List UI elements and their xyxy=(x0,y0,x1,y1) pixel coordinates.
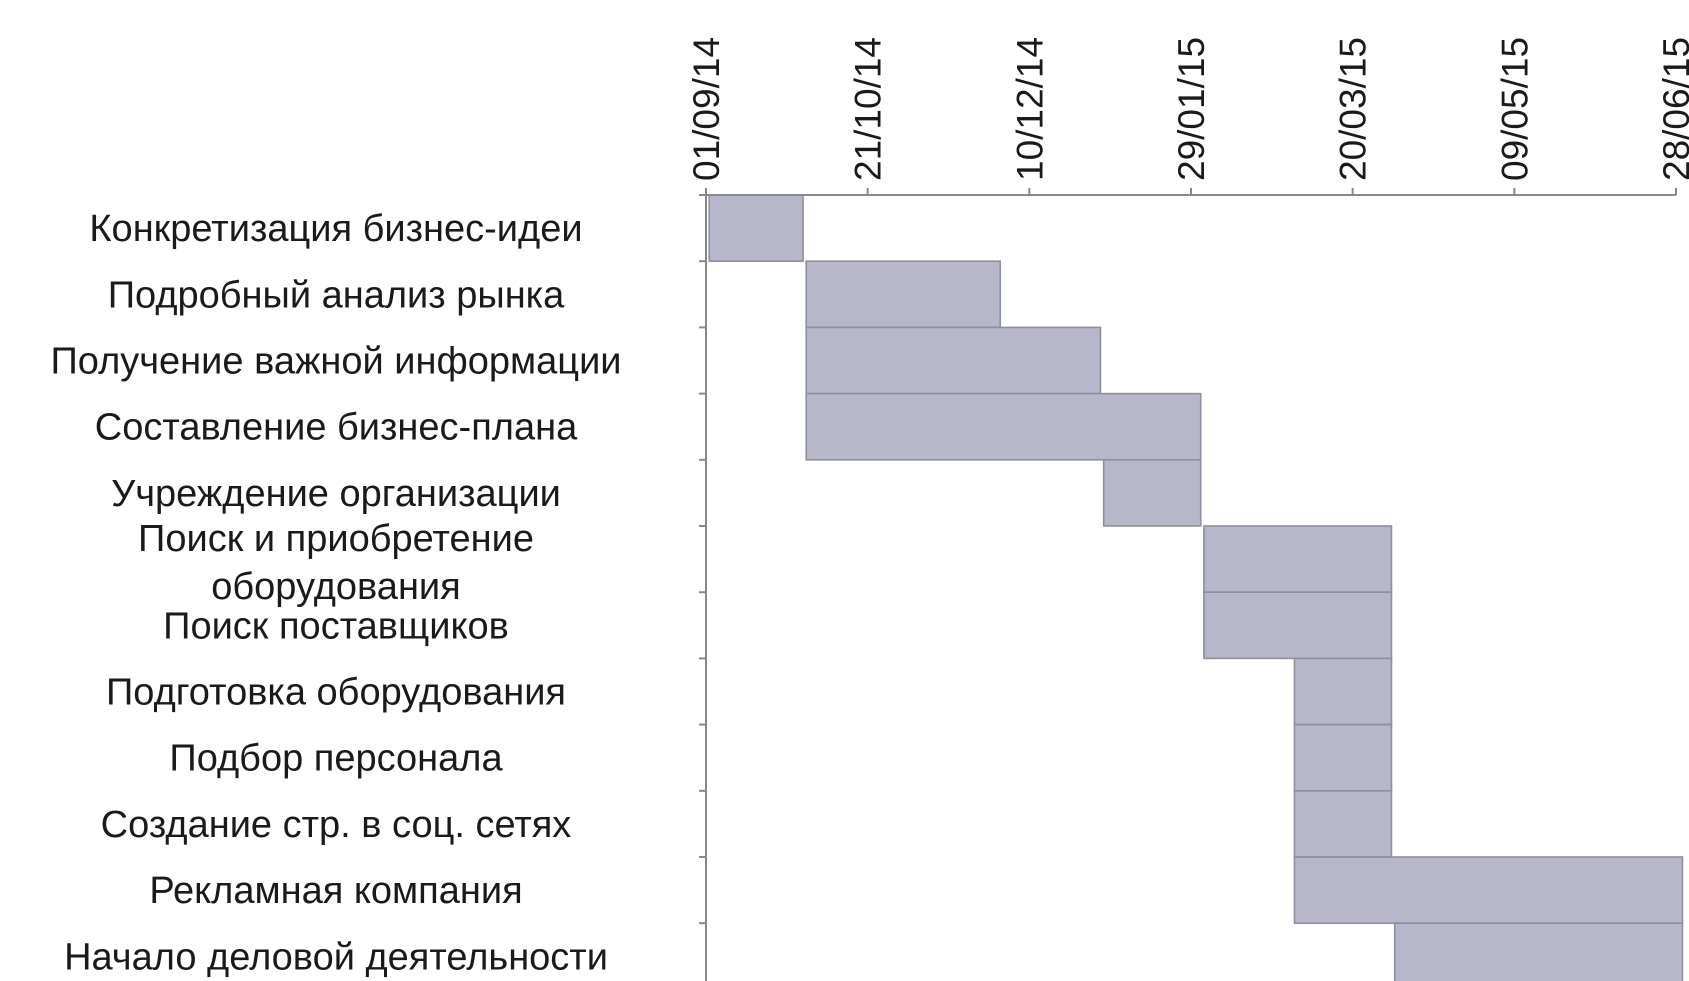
task-label: Начало деловой деятельности xyxy=(64,936,608,978)
task-label: Учреждение организации xyxy=(111,473,561,515)
gantt-bar xyxy=(1293,789,1393,858)
gantt-bar xyxy=(1102,458,1202,527)
x-tick-label: 09/05/15 xyxy=(1494,37,1535,181)
task-labels: Конкретизация бизнес-идеи Подробный анали… xyxy=(50,208,621,978)
gantt-bar xyxy=(1393,922,1684,981)
chart-axes: 01/09/14 21/10/14 10/12/14 29/01/15 20/03/15… xyxy=(686,37,1689,981)
task-label: Составление бизнес-плана xyxy=(95,407,578,449)
task-label: Рекламная компания xyxy=(149,870,522,912)
x-tick-label: 29/01/15 xyxy=(1171,37,1212,181)
gantt-bar xyxy=(1293,657,1393,726)
task-label: Поиск поставщиков xyxy=(163,605,509,647)
task-label: Подготовка оборудования xyxy=(106,672,566,714)
task-label: Подробный анализ рынка xyxy=(108,274,565,316)
gantt-bar xyxy=(1293,856,1684,924)
gantt-bar xyxy=(1203,525,1393,593)
gantt-bar xyxy=(805,260,1002,329)
gantt-bar xyxy=(805,326,1102,395)
x-tick-label: 10/12/14 xyxy=(1009,37,1050,181)
gantt-bar xyxy=(1293,723,1393,792)
x-tick-label: 01/09/14 xyxy=(686,37,727,181)
x-tick-label: 28/06/15 xyxy=(1656,37,1689,181)
task-label: Подбор персонала xyxy=(169,738,503,780)
task-bars xyxy=(708,194,1684,981)
task-label: Создание стр. в соц. сетях xyxy=(101,804,572,846)
x-tick-label: 21/10/14 xyxy=(848,37,889,181)
x-tick-label: 20/03/15 xyxy=(1333,37,1374,181)
gantt-bar xyxy=(708,194,804,262)
gantt-bar xyxy=(805,392,1202,461)
task-label: Поиск и приобретение оборудования xyxy=(138,518,534,608)
task-label: Получение важной информации xyxy=(50,341,621,383)
gantt-bar xyxy=(1203,591,1393,660)
task-label: Конкретизация бизнес-идеи xyxy=(89,208,582,250)
